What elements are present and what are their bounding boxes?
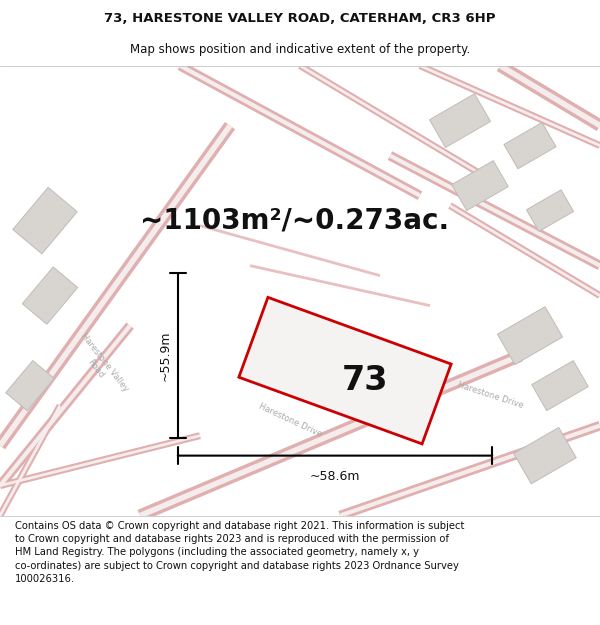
Text: ~55.9m: ~55.9m: [159, 331, 172, 381]
Text: 73: 73: [342, 364, 388, 397]
Polygon shape: [504, 122, 556, 169]
Polygon shape: [526, 190, 574, 231]
Polygon shape: [430, 94, 491, 148]
Polygon shape: [13, 188, 77, 254]
Text: Harestone Valley
Road: Harestone Valley Road: [70, 331, 130, 400]
Text: ~1103m²/~0.273ac.: ~1103m²/~0.273ac.: [140, 207, 449, 234]
Text: 73, HARESTONE VALLEY ROAD, CATERHAM, CR3 6HP: 73, HARESTONE VALLEY ROAD, CATERHAM, CR3…: [104, 12, 496, 25]
Polygon shape: [239, 298, 451, 444]
Polygon shape: [452, 161, 508, 211]
Text: Harestone Drive: Harestone Drive: [456, 381, 524, 411]
Text: Map shows position and indicative extent of the property.: Map shows position and indicative extent…: [130, 42, 470, 56]
Polygon shape: [6, 361, 54, 411]
Polygon shape: [497, 307, 563, 364]
Polygon shape: [532, 361, 588, 411]
Polygon shape: [22, 267, 77, 324]
Text: Contains OS data © Crown copyright and database right 2021. This information is : Contains OS data © Crown copyright and d…: [15, 521, 464, 584]
Text: ~58.6m: ~58.6m: [310, 469, 360, 482]
Polygon shape: [514, 428, 576, 484]
Text: Harestone Drive: Harestone Drive: [257, 402, 323, 439]
